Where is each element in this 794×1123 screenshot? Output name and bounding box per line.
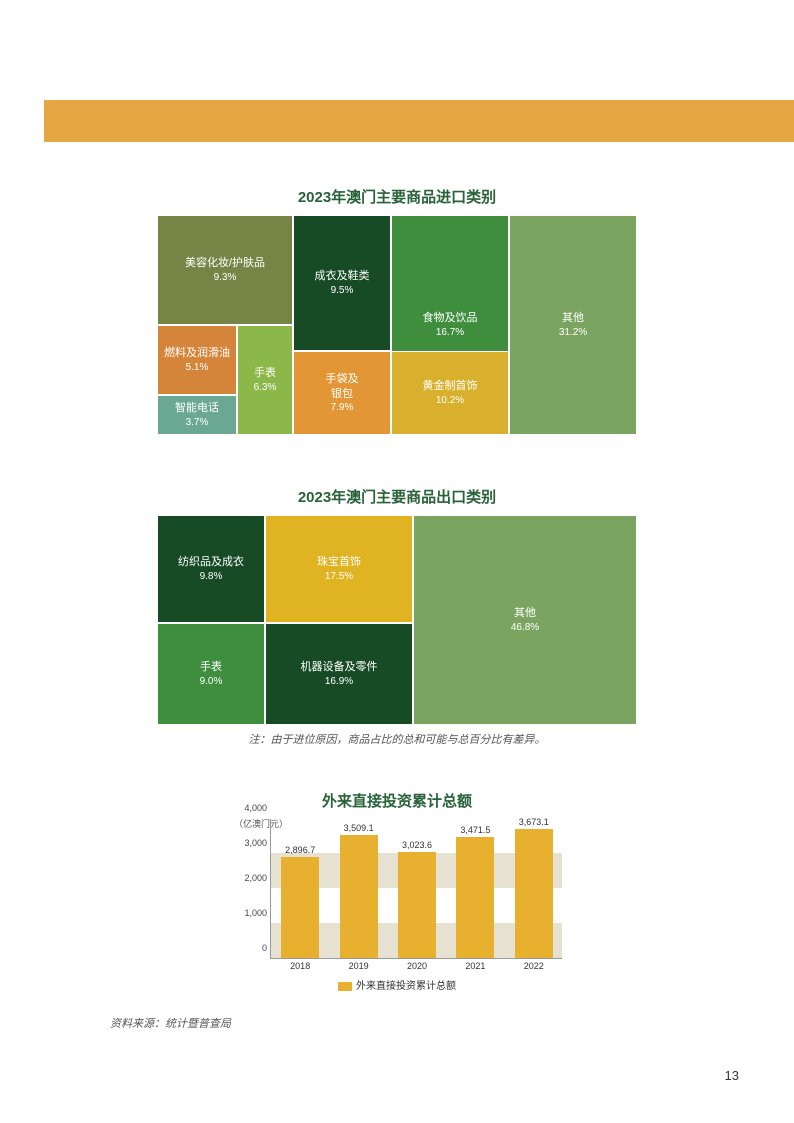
treemap-cell-label: 黄金制首饰: [423, 379, 478, 393]
treemap-cell-pct: 9.3%: [214, 271, 237, 284]
treemap-cell: 手袋及银包7.9%: [293, 351, 391, 435]
treemap-cell-label: 其他: [562, 311, 584, 325]
treemap-cell-label: 智能电话: [175, 401, 219, 415]
legend-swatch: [338, 982, 352, 991]
bar: 2,896.7: [281, 857, 319, 958]
x-axis-tick: 2020: [407, 961, 427, 971]
bar-value-label: 3,471.5: [460, 825, 490, 835]
treemap-cell-pct: 31.2%: [559, 326, 587, 339]
x-axis-tick: 2018: [290, 961, 310, 971]
treemap-cell: 手表6.3%: [237, 325, 293, 435]
treemap-cell: 手表9.0%: [157, 623, 265, 725]
treemap-cell-pct: 10.2%: [436, 394, 464, 407]
treemap-cell: 美容化妆/护肤品9.3%: [157, 215, 293, 325]
header-accent-bar: [44, 100, 794, 142]
x-axis-tick: 2022: [524, 961, 544, 971]
treemap-cell-label: 手袋及银包: [326, 372, 359, 401]
treemap-cell-label: 食物及饮品: [423, 311, 478, 325]
treemap-cell-label: 其他: [514, 606, 536, 620]
treemap-cell-label: 机器设备及零件: [301, 660, 378, 674]
y-axis-tick: 1,000: [244, 908, 271, 918]
bar: 3,673.1: [515, 829, 553, 958]
export-treemap-title: 2023年澳门主要商品出口类别: [157, 486, 637, 507]
export-treemap: 纺织品及成衣9.8%珠宝首饰17.5%手表9.0%机器设备及零件16.9%其他4…: [157, 515, 637, 725]
fdi-chart-title: 外来直接投资累计总额: [232, 790, 562, 811]
treemap-cell-pct: 17.5%: [325, 570, 353, 583]
bar: 3,509.1: [340, 835, 378, 958]
treemap-cell-label: 珠宝首饰: [317, 555, 361, 569]
treemap-cell-pct: 9.8%: [200, 570, 223, 583]
treemap-cell: 其他31.2%: [509, 215, 637, 435]
y-axis-tick: 0: [262, 943, 271, 953]
treemap-cell-pct: 6.3%: [254, 381, 277, 394]
export-treemap-section: 2023年澳门主要商品出口类别 纺织品及成衣9.8%珠宝首饰17.5%手表9.0…: [157, 486, 637, 747]
treemap-cell-label: 手表: [254, 366, 276, 380]
treemap-cell-label: 纺织品及成衣: [178, 555, 244, 569]
treemap-cell-pct: 46.8%: [511, 621, 539, 634]
import-treemap: 美容化妆/护肤品9.3%成衣及鞋类9.5%食物及饮品16.7%其他31.2%燃料…: [157, 215, 637, 435]
treemap-cell: 燃料及润滑油5.1%: [157, 325, 237, 395]
fdi-chart-legend: 外来直接投资累计总额: [232, 977, 562, 992]
import-treemap-title: 2023年澳门主要商品进口类别: [157, 186, 637, 207]
treemap-cell: 纺织品及成衣9.8%: [157, 515, 265, 623]
treemap-cell: 智能电话3.7%: [157, 395, 237, 435]
treemap-cell: 黄金制首饰10.2%: [391, 351, 509, 435]
bar-value-label: 2,896.7: [285, 845, 315, 855]
source-note: 资料来源：统计暨普查局: [110, 1015, 231, 1031]
bar-value-label: 3,023.6: [402, 840, 432, 850]
page-number: 13: [725, 1068, 739, 1083]
treemap-cell-pct: 16.7%: [436, 326, 464, 339]
treemap-cell-pct: 9.0%: [200, 675, 223, 688]
bar: 3,023.6: [398, 852, 436, 958]
treemap-cell-label: 燃料及润滑油: [164, 346, 230, 360]
treemap-cell-pct: 3.7%: [186, 416, 209, 429]
x-axis-tick: 2021: [465, 961, 485, 971]
treemap-cell: 其他46.8%: [413, 515, 637, 725]
bar: 3,471.5: [456, 837, 494, 959]
fdi-chart: （亿澳门元） 01,0002,0003,0004,0002,896.720183…: [232, 819, 562, 992]
y-axis-tick: 3,000: [244, 838, 271, 848]
rounding-note: 注：由于进位原因，商品占比的总和可能与总百分比有差异。: [157, 731, 637, 747]
legend-label: 外来直接投资累计总额: [356, 981, 456, 992]
y-axis-tick: 4,000: [244, 803, 271, 813]
treemap-cell: 珠宝首饰17.5%: [265, 515, 413, 623]
x-axis-tick: 2019: [349, 961, 369, 971]
treemap-cell-pct: 16.9%: [325, 675, 353, 688]
fdi-chart-plot: 01,0002,0003,0004,0002,896.720183,509.12…: [270, 819, 562, 959]
treemap-cell-label: 成衣及鞋类: [315, 269, 370, 283]
treemap-cell-label: 美容化妆/护肤品: [185, 256, 265, 270]
treemap-cell-label: 手表: [200, 660, 222, 674]
treemap-cell: 机器设备及零件16.9%: [265, 623, 413, 725]
treemap-cell-pct: 7.9%: [331, 401, 354, 414]
fdi-chart-section: 外来直接投资累计总额 （亿澳门元） 01,0002,0003,0004,0002…: [232, 790, 562, 992]
bar-value-label: 3,673.1: [519, 817, 549, 827]
y-axis-tick: 2,000: [244, 873, 271, 883]
treemap-cell-pct: 9.5%: [331, 284, 354, 297]
treemap-cell-pct: 5.1%: [186, 361, 209, 374]
import-treemap-section: 2023年澳门主要商品进口类别 美容化妆/护肤品9.3%成衣及鞋类9.5%食物及…: [157, 186, 637, 435]
treemap-cell: 成衣及鞋类9.5%: [293, 215, 391, 351]
bar-value-label: 3,509.1: [344, 823, 374, 833]
